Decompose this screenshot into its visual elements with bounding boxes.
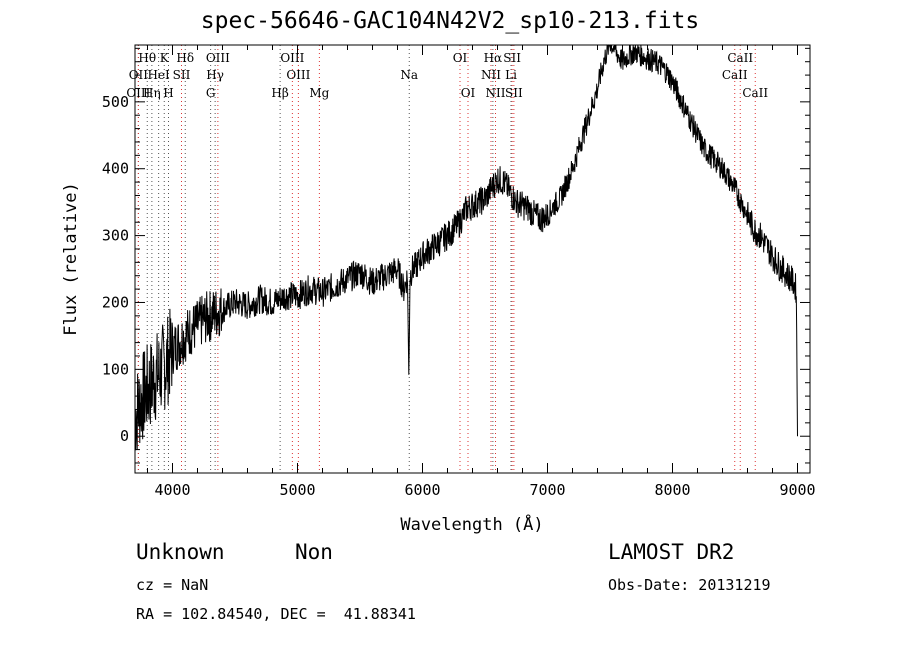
feature-label-19: Hα <box>484 51 503 65</box>
survey-label: LAMOST DR2 <box>608 540 735 564</box>
feature-label-13: OIII <box>286 68 310 82</box>
y-axis-label: Flux (relative) <box>61 182 81 336</box>
feature-label-27: CaII <box>742 86 768 100</box>
feature-label-12: OIII <box>280 51 304 65</box>
y-axis: 0 100 200 300 400 500 <box>102 47 810 464</box>
feature-label-7: Hδ <box>176 51 194 65</box>
feature-label-4: K <box>160 51 170 65</box>
x-tick-label-7000: 7000 <box>529 481 565 499</box>
feature-label-3: Hη <box>143 86 161 100</box>
feature-label-18: OI <box>461 86 476 100</box>
x-axis-label: Wavelength (Å) <box>400 513 543 535</box>
feature-label-6: H <box>163 86 173 100</box>
feature-label-10: Hγ <box>206 68 224 82</box>
feature-label-5: HeI <box>147 68 170 82</box>
feature-label-15: Mg <box>309 86 329 100</box>
feature-label-26: CaII <box>722 68 748 82</box>
y-tick-label-100: 100 <box>102 360 129 378</box>
feature-label-24: SII <box>505 86 523 100</box>
feature-label-21: NII <box>481 68 501 82</box>
x-tick-label-8000: 8000 <box>654 481 690 499</box>
feature-label-8: SII <box>173 68 191 82</box>
feature-label-25: CaII <box>727 51 753 65</box>
feature-label-0: Hθ <box>138 51 156 65</box>
feature-label-17: OI <box>453 51 468 65</box>
x-axis: 4000 5000 6000 7000 8000 9000 <box>147 45 816 499</box>
cz-label: cz = NaN <box>136 576 209 594</box>
feature-label-11: G <box>206 86 216 100</box>
plot-frame <box>134 44 811 474</box>
spectrum-line <box>134 44 798 451</box>
feature-label-2: OIII <box>126 86 150 100</box>
feature-label-23: NII <box>486 86 506 100</box>
x-tick-label-6000: 6000 <box>404 481 440 499</box>
feature-label-16: Na <box>400 68 418 82</box>
feature-label-22: Li <box>505 68 517 82</box>
y-tick-label-300: 300 <box>102 227 129 245</box>
feature-label-20: SII <box>503 51 521 65</box>
feature-label-14: Hβ <box>271 86 288 100</box>
y-tick-label-400: 400 <box>102 160 129 178</box>
x-tick-label-4000: 4000 <box>154 481 190 499</box>
x-tick-label-5000: 5000 <box>279 481 315 499</box>
class-label: Unknown <box>136 540 225 564</box>
chart-title: spec-56646-GAC104N42V2_sp10-213.fits <box>200 8 700 34</box>
y-tick-label-500: 500 <box>102 93 129 111</box>
x-tick-label-9000: 9000 <box>779 481 815 499</box>
feature-label-9: OIII <box>206 51 230 65</box>
obs-date-label: Obs-Date: 20131219 <box>608 576 771 594</box>
radec-label: RA = 102.84540, DEC = 41.88341 <box>136 605 416 623</box>
subclass-label: Non <box>295 540 333 564</box>
y-tick-label-200: 200 <box>102 293 129 311</box>
feature-lines-layer <box>137 45 756 473</box>
y-tick-label-0: 0 <box>120 427 129 445</box>
